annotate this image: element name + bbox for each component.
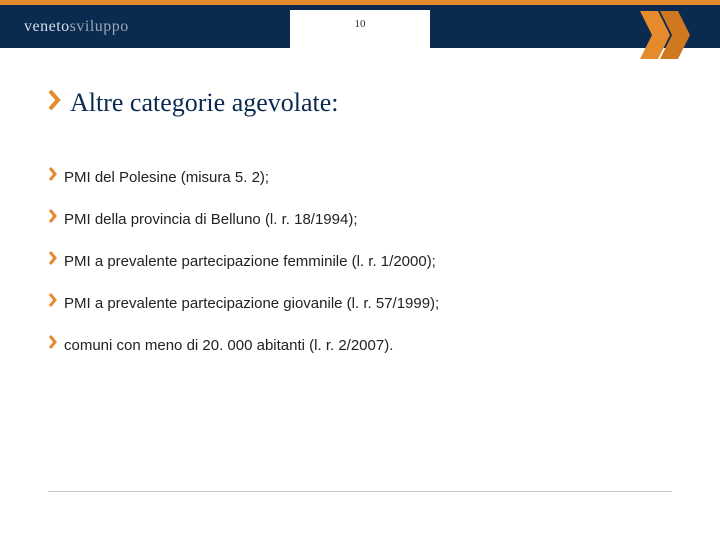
slide-title: Altre categorie agevolate: xyxy=(70,88,339,118)
list-item: PMI a prevalente partecipazione giovanil… xyxy=(48,292,672,312)
chevron-right-icon xyxy=(48,292,58,312)
footer-divider xyxy=(48,491,672,492)
chevron-right-icon xyxy=(48,166,58,186)
chevron-right-icon xyxy=(48,89,62,116)
chevron-right-icon xyxy=(48,208,58,228)
slide-content: Altre categorie agevolate: PMI del Poles… xyxy=(0,48,720,354)
chevron-right-icon xyxy=(48,250,58,270)
list-item-text: PMI della provincia di Belluno (l. r. 18… xyxy=(64,211,358,228)
chevron-right-icon xyxy=(48,334,58,354)
list-item: PMI a prevalente partecipazione femminil… xyxy=(48,250,672,270)
list-item: PMI del Polesine (misura 5. 2); xyxy=(48,166,672,186)
logo-chevrons-icon xyxy=(636,7,696,63)
brand-part1: veneto xyxy=(24,18,70,35)
list-item-text: PMI a prevalente partecipazione femminil… xyxy=(64,253,436,270)
list-item-text: PMI del Polesine (misura 5. 2); xyxy=(64,169,269,186)
list-item-text: comuni con meno di 20. 000 abitanti (l. … xyxy=(64,337,393,354)
list-item: PMI della provincia di Belluno (l. r. 18… xyxy=(48,208,672,228)
list-item: comuni con meno di 20. 000 abitanti (l. … xyxy=(48,334,672,354)
brand-part2: sviluppo xyxy=(70,18,129,35)
list-item-text: PMI a prevalente partecipazione giovanil… xyxy=(64,295,439,312)
header-center-cutout xyxy=(290,10,430,53)
bullet-list: PMI del Polesine (misura 5. 2); PMI dell… xyxy=(48,166,672,354)
title-row: Altre categorie agevolate: xyxy=(48,88,672,118)
page-number: 10 xyxy=(355,18,366,30)
brand-logo-text: venetosviluppo xyxy=(24,18,129,36)
